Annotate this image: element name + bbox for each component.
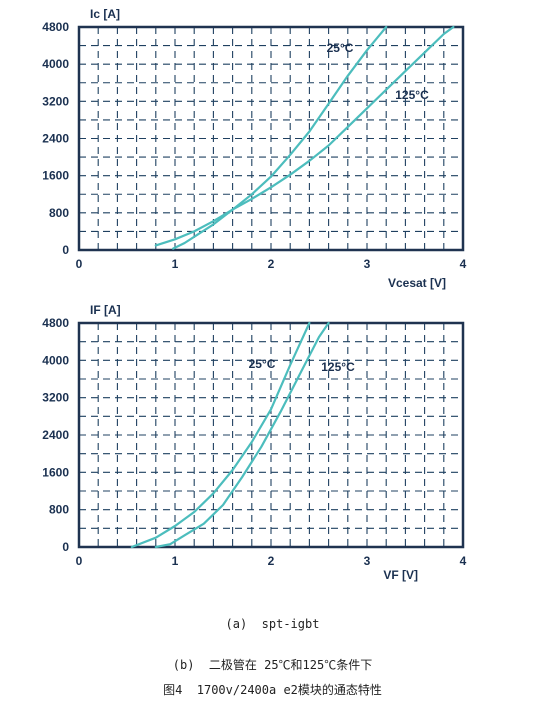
x-tick-label: 3: [364, 257, 371, 271]
x-tick-label: 0: [76, 257, 83, 271]
y-axis-title: Ic [A]: [90, 7, 120, 21]
x-tick-label: 0: [76, 554, 83, 568]
series-line-25c: [172, 25, 388, 250]
x-tick-label: 2: [268, 554, 275, 568]
y-axis-title: IF [A]: [90, 303, 121, 317]
y-tick-label: 1600: [42, 465, 69, 479]
y-tick-label: 4000: [42, 353, 69, 367]
caption-a: (a) spt-igbt: [225, 617, 320, 631]
y-tick-label: 4800: [42, 20, 69, 34]
series-label-125c: 125°C: [395, 88, 429, 102]
series-line-25c: [130, 321, 311, 549]
y-tick-label: 3200: [42, 94, 69, 108]
y-tick-label: 800: [49, 503, 69, 517]
series-line-125c: [154, 321, 330, 549]
caption-b: (b) 二极管在 25℃和125℃条件下: [172, 658, 373, 672]
chart-1: 0 1 2 3 4 0 800 1600 2400 3200 4000 4800 Ic [A] Vcesa…: [42, 7, 466, 290]
y-tick-label: 0: [62, 540, 69, 554]
y-tick-label: 4000: [42, 57, 69, 71]
figure-caption: 图4 1700v/2400a e2模块的通态特性: [163, 683, 382, 697]
x-tick-label: 4: [460, 554, 467, 568]
series-label-25c: 25°C: [249, 357, 276, 371]
x-tick-label: 3: [364, 554, 371, 568]
y-tick-label: 2400: [42, 428, 69, 442]
x-axis-title: Vcesat [V]: [388, 276, 446, 290]
y-tick-label: 1600: [42, 169, 69, 183]
x-tick-label: 2: [268, 257, 275, 271]
x-tick-label: 1: [172, 554, 179, 568]
x-tick-label: 4: [460, 257, 467, 271]
y-tick-label: 0: [62, 243, 69, 257]
y-tick-label: 4800: [42, 316, 69, 330]
y-tick-label: 3200: [42, 391, 69, 405]
y-tick-label: 2400: [42, 132, 69, 146]
series-label-25c: 25°C: [327, 41, 354, 55]
x-tick-label: 1: [172, 257, 179, 271]
series-label-125c: 125°C: [321, 360, 355, 374]
plot-frame: [77, 321, 465, 549]
series-line-125c: [154, 25, 455, 247]
plot-frame: [77, 25, 465, 252]
y-tick-label: 800: [49, 206, 69, 220]
chart-2: 0 1 2 3 4 0 800 1600 2400 3200 4000 4800 IF [A] VF [V…: [42, 303, 466, 582]
x-axis-title: VF [V]: [383, 568, 418, 582]
